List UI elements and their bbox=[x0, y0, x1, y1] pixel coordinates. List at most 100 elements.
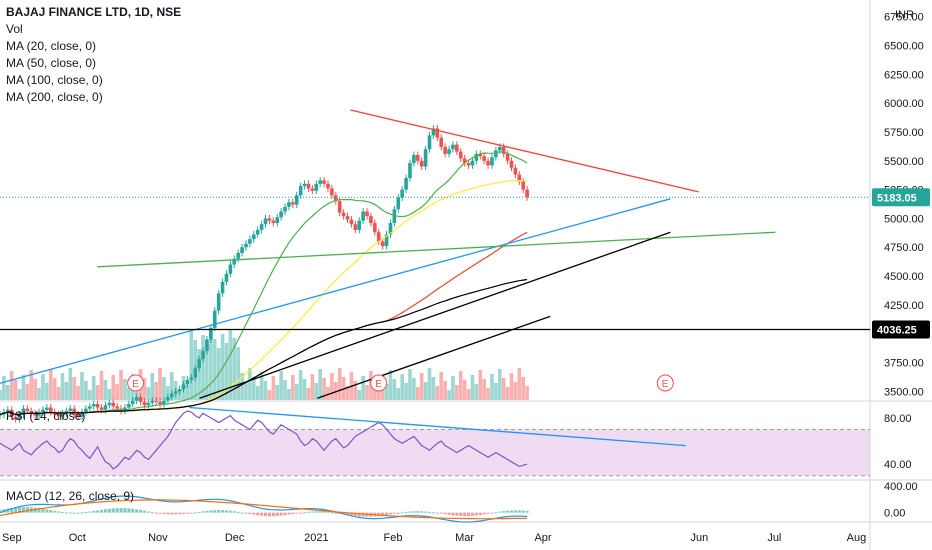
volume-bar bbox=[353, 381, 358, 400]
candle-body bbox=[41, 409, 45, 413]
candle-body bbox=[380, 241, 385, 247]
volume-bar bbox=[236, 347, 240, 400]
volume-bar bbox=[521, 377, 526, 400]
time-tick-label: Sep bbox=[2, 532, 22, 544]
volume-bar bbox=[91, 376, 96, 400]
price-tick-label: 4250.00 bbox=[884, 300, 924, 312]
candle-body bbox=[189, 377, 194, 380]
volume-bar bbox=[205, 344, 209, 400]
price-tick-label: 3500.00 bbox=[884, 386, 924, 398]
volume-bar bbox=[255, 386, 260, 400]
volume-bar bbox=[396, 388, 401, 400]
candle-body bbox=[376, 232, 381, 242]
candle-body bbox=[33, 413, 37, 416]
candle-body bbox=[517, 174, 522, 182]
ma20-line bbox=[0, 151, 528, 415]
volume-bar bbox=[111, 375, 116, 400]
macd-histogram-bar bbox=[353, 512, 357, 516]
time-tick-label: Apr bbox=[534, 532, 551, 544]
candle-body bbox=[45, 407, 49, 410]
macd-histogram-bar bbox=[178, 512, 182, 515]
time-tick-label: Dec bbox=[225, 532, 245, 544]
volume-bar bbox=[248, 368, 252, 400]
volume-bar bbox=[443, 381, 447, 400]
volume-bar bbox=[462, 380, 467, 400]
time-tick-label: Nov bbox=[148, 532, 168, 544]
legend-title: BAJAJ FINANCE LTD, 1D, NSE bbox=[6, 5, 182, 19]
macd-histogram-bar bbox=[381, 512, 385, 516]
volume-bar bbox=[127, 388, 131, 400]
macd-histogram-bar bbox=[486, 512, 490, 514]
macd-histogram-bar bbox=[162, 512, 166, 514]
volume-bar bbox=[501, 378, 506, 400]
candle-body bbox=[212, 310, 217, 328]
volume-bar bbox=[193, 340, 198, 400]
macd-histogram-bar bbox=[385, 512, 389, 515]
macd-histogram-bar bbox=[467, 512, 471, 517]
volume-bar bbox=[240, 373, 244, 400]
candle-body bbox=[505, 153, 510, 161]
candle-body bbox=[427, 135, 432, 150]
macd-histogram-bar bbox=[182, 512, 186, 514]
price-tick-label: 6250.00 bbox=[884, 69, 924, 81]
candle-body bbox=[130, 400, 135, 405]
candle-body bbox=[283, 206, 287, 212]
macd-histogram-bar bbox=[314, 511, 318, 513]
macd-histogram-bar bbox=[197, 511, 201, 513]
volume-bar bbox=[48, 369, 53, 400]
macd-histogram-bar bbox=[400, 512, 404, 514]
macd-histogram-bar bbox=[521, 510, 525, 513]
volume-bar bbox=[458, 371, 463, 400]
candle-body bbox=[310, 188, 315, 191]
macd-histogram-bar bbox=[49, 510, 53, 513]
volume-bar bbox=[123, 379, 127, 400]
volume-bar bbox=[330, 373, 334, 400]
macd-histogram-bar bbox=[72, 512, 76, 514]
volume-bar bbox=[400, 374, 404, 400]
candle-body bbox=[201, 351, 205, 360]
volume-bar bbox=[80, 372, 84, 400]
price-tick-label: 6750.00 bbox=[884, 12, 924, 24]
candle-body bbox=[302, 183, 307, 187]
candle-body bbox=[29, 410, 34, 414]
macd-histogram-bar bbox=[283, 512, 287, 516]
macd-histogram-bar bbox=[334, 512, 338, 514]
volume-bar bbox=[384, 384, 389, 400]
volume-bar bbox=[517, 368, 522, 400]
macd-histogram-bar bbox=[459, 512, 463, 516]
macd-histogram-bar bbox=[217, 510, 221, 513]
macd-histogram-bar bbox=[357, 512, 361, 517]
macd-histogram-bar bbox=[213, 510, 217, 513]
volume-bar bbox=[21, 375, 26, 400]
candle-body bbox=[388, 223, 393, 235]
macd-histogram-bar bbox=[84, 512, 88, 514]
volume-bar bbox=[173, 381, 178, 400]
macd-histogram-bar bbox=[45, 509, 49, 513]
candle-body bbox=[173, 391, 178, 394]
volume-bar bbox=[244, 382, 248, 400]
candle-body bbox=[396, 197, 401, 210]
macd-histogram-bar bbox=[377, 512, 381, 517]
macd-histogram-bar bbox=[209, 510, 213, 513]
macd-histogram-bar bbox=[185, 512, 189, 514]
macd-histogram-bar bbox=[88, 511, 92, 513]
volume-bar bbox=[45, 383, 49, 400]
volume-bar bbox=[9, 371, 14, 400]
macd-histogram-bar bbox=[412, 511, 416, 513]
time-tick-label: Feb bbox=[384, 532, 403, 544]
volume-bar bbox=[388, 370, 393, 400]
candle-body bbox=[146, 402, 151, 406]
volume-bar bbox=[103, 380, 108, 400]
volume-bar bbox=[162, 377, 166, 400]
rsi-label: RSI (14, close) bbox=[6, 409, 86, 423]
volume-bar bbox=[115, 384, 119, 400]
last-price-tag bbox=[872, 188, 930, 207]
macd-histogram-bar bbox=[447, 512, 451, 515]
candle-body bbox=[404, 178, 408, 190]
candle-body bbox=[525, 189, 529, 198]
macd-histogram-bar bbox=[424, 511, 428, 513]
candle-body bbox=[345, 216, 350, 220]
candle-body bbox=[142, 401, 147, 406]
macd-histogram-bar bbox=[139, 510, 143, 513]
